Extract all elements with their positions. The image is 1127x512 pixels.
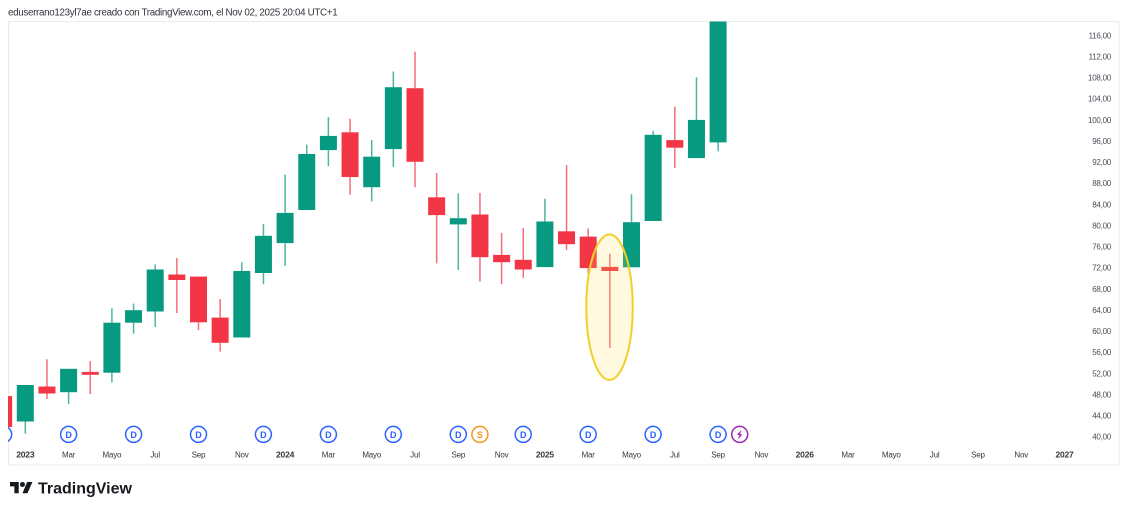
svg-text:112,00: 112,00 xyxy=(1089,52,1112,61)
svg-text:Nov: Nov xyxy=(495,451,509,460)
svg-text:D: D xyxy=(325,430,332,440)
svg-text:Mayo: Mayo xyxy=(622,451,642,460)
svg-text:84,00: 84,00 xyxy=(1092,200,1112,209)
svg-text:92,00: 92,00 xyxy=(1092,158,1112,167)
svg-text:52,00: 52,00 xyxy=(1092,369,1112,378)
svg-text:104,00: 104,00 xyxy=(1088,95,1112,104)
svg-text:2024: 2024 xyxy=(276,450,295,460)
svg-text:D: D xyxy=(260,430,267,440)
svg-text:60,00: 60,00 xyxy=(1092,327,1112,336)
svg-text:2027: 2027 xyxy=(1055,450,1074,460)
svg-text:D: D xyxy=(390,430,397,440)
svg-text:2023: 2023 xyxy=(16,450,35,460)
svg-text:Nov: Nov xyxy=(235,451,249,460)
svg-text:D: D xyxy=(520,430,527,440)
svg-text:Mar: Mar xyxy=(62,451,76,460)
svg-text:40,00: 40,00 xyxy=(1092,433,1112,442)
svg-text:Nov: Nov xyxy=(1014,451,1028,460)
svg-text:72,00: 72,00 xyxy=(1092,264,1112,273)
svg-text:Jul: Jul xyxy=(930,451,940,460)
svg-text:44,00: 44,00 xyxy=(1092,412,1112,421)
svg-text:D: D xyxy=(650,430,657,440)
svg-text:2025: 2025 xyxy=(536,450,555,460)
svg-text:Nov: Nov xyxy=(755,451,769,460)
svg-text:56,00: 56,00 xyxy=(1092,348,1112,357)
svg-text:Mayo: Mayo xyxy=(103,451,123,460)
svg-text:80,00: 80,00 xyxy=(1092,221,1112,230)
svg-text:TradingView: TradingView xyxy=(38,481,133,498)
svg-text:D: D xyxy=(65,430,72,440)
svg-text:Mayo: Mayo xyxy=(362,451,382,460)
svg-text:Mar: Mar xyxy=(322,451,336,460)
svg-text:76,00: 76,00 xyxy=(1092,243,1112,252)
svg-text:64,00: 64,00 xyxy=(1092,306,1112,315)
svg-text:Sep: Sep xyxy=(971,451,985,460)
svg-text:Jul: Jul xyxy=(410,451,420,460)
svg-text:Jul: Jul xyxy=(150,451,160,460)
svg-text:108,00: 108,00 xyxy=(1088,74,1112,83)
svg-text:Sep: Sep xyxy=(192,451,206,460)
svg-text:2026: 2026 xyxy=(796,450,815,460)
svg-text:D: D xyxy=(130,430,137,440)
svg-text:Mayo: Mayo xyxy=(882,451,902,460)
svg-text:Mar: Mar xyxy=(841,451,855,460)
svg-text:Jul: Jul xyxy=(670,451,680,460)
svg-text:D: D xyxy=(585,430,592,440)
svg-text:Mar: Mar xyxy=(582,451,596,460)
svg-text:Sep: Sep xyxy=(711,451,725,460)
svg-text:88,00: 88,00 xyxy=(1092,179,1112,188)
svg-text:eduserrano123yl7ae creado con: eduserrano123yl7ae creado con TradingVie… xyxy=(8,8,337,19)
svg-text:D: D xyxy=(195,430,202,440)
svg-text:68,00: 68,00 xyxy=(1092,285,1112,294)
svg-text:96,00: 96,00 xyxy=(1092,137,1112,146)
svg-text:100,00: 100,00 xyxy=(1088,116,1112,125)
svg-text:D: D xyxy=(715,430,722,440)
svg-text:116,00: 116,00 xyxy=(1089,31,1112,40)
svg-text:48,00: 48,00 xyxy=(1092,390,1112,399)
svg-text:S: S xyxy=(477,430,483,440)
svg-text:Sep: Sep xyxy=(451,451,465,460)
svg-text:D: D xyxy=(455,430,462,440)
